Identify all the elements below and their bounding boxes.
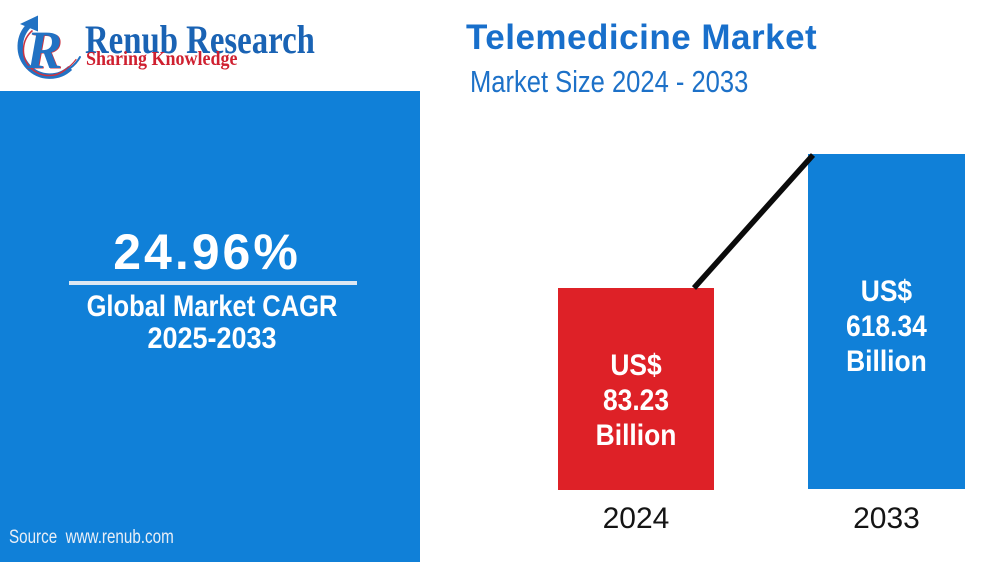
svg-text:R: R [25,20,62,80]
svg-text:R: R [26,21,63,81]
